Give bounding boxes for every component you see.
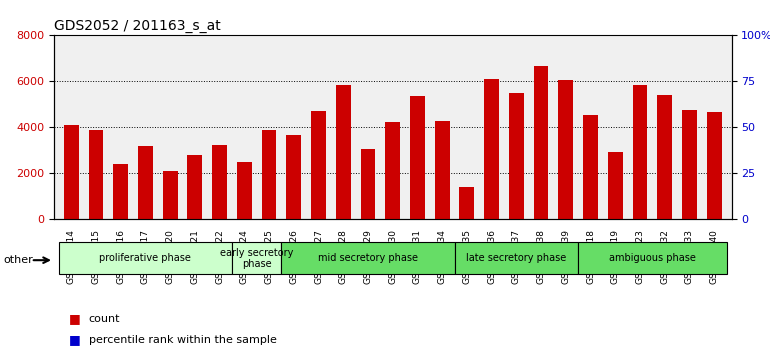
Text: count: count: [89, 314, 120, 324]
Text: early secretory
phase: early secretory phase: [220, 247, 293, 269]
Text: ambiguous phase: ambiguous phase: [609, 253, 696, 263]
Text: mid secretory phase: mid secretory phase: [318, 253, 418, 263]
Bar: [213, 145, 227, 219]
Text: proliferative phase: proliferative phase: [99, 253, 191, 263]
FancyBboxPatch shape: [232, 242, 281, 274]
Bar: [633, 85, 648, 219]
Bar: [286, 136, 301, 219]
Bar: [113, 164, 128, 219]
Bar: [138, 146, 152, 219]
Bar: [64, 125, 79, 219]
Bar: [658, 95, 672, 219]
Bar: [707, 113, 721, 219]
Bar: [336, 85, 350, 219]
Bar: [187, 155, 203, 219]
FancyBboxPatch shape: [59, 242, 232, 274]
Bar: [558, 80, 573, 219]
Bar: [237, 162, 252, 219]
Text: percentile rank within the sample: percentile rank within the sample: [89, 335, 276, 345]
Bar: [262, 130, 276, 219]
Bar: [509, 93, 524, 219]
Text: ■: ■: [69, 333, 81, 346]
FancyBboxPatch shape: [578, 242, 727, 274]
Text: late secretory phase: late secretory phase: [466, 253, 567, 263]
Bar: [410, 96, 425, 219]
Bar: [534, 67, 548, 219]
Bar: [311, 111, 326, 219]
FancyBboxPatch shape: [454, 242, 578, 274]
Text: GDS2052 / 201163_s_at: GDS2052 / 201163_s_at: [54, 19, 221, 33]
Bar: [435, 120, 450, 219]
Bar: [360, 149, 376, 219]
Text: ■: ■: [69, 312, 81, 325]
Bar: [385, 122, 400, 219]
Bar: [484, 79, 499, 219]
Bar: [89, 130, 103, 219]
Bar: [583, 115, 598, 219]
Bar: [162, 171, 178, 219]
Bar: [682, 110, 697, 219]
Text: other: other: [4, 255, 34, 265]
Bar: [608, 152, 623, 219]
FancyBboxPatch shape: [281, 242, 454, 274]
Bar: [460, 187, 474, 219]
